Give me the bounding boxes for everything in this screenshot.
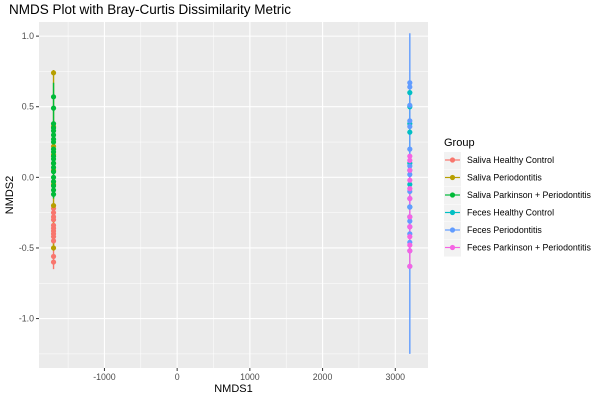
data-point — [407, 102, 413, 108]
legend-key-point — [449, 209, 456, 216]
minor-gridlines — [39, 22, 428, 368]
legend-label: Feces Healthy Control — [467, 208, 554, 218]
data-point — [407, 84, 413, 90]
legend-key-point — [449, 192, 456, 198]
data-point — [407, 263, 413, 269]
data-point — [50, 245, 57, 251]
x-tick-label: 2000 — [313, 372, 333, 382]
data-points — [50, 70, 413, 269]
data-point — [407, 181, 413, 188]
x-tick-label: 1000 — [240, 372, 260, 382]
data-point — [407, 218, 413, 224]
data-point — [407, 146, 413, 152]
data-point — [50, 121, 57, 127]
legend: Group Saliva Healthy Control Saliva Perio… — [444, 137, 592, 257]
data-point — [50, 187, 57, 193]
data-point — [407, 242, 413, 248]
data-point — [50, 210, 57, 216]
data-point — [407, 153, 413, 159]
data-point — [407, 163, 413, 169]
data-point — [407, 90, 413, 96]
data-point — [50, 160, 57, 166]
data-point — [50, 132, 57, 138]
data-point — [407, 171, 413, 178]
y-axis-ticks: -1.0 -0.5 0.0 0.5 1.0 — [19, 31, 39, 324]
data-point — [407, 80, 413, 86]
major-gridlines — [39, 22, 428, 368]
data-point — [407, 186, 413, 192]
data-point — [50, 156, 57, 162]
data-point — [50, 253, 57, 260]
data-point — [50, 202, 57, 209]
x-axis-ticks: -1000 0 1000 2000 3000 — [93, 368, 405, 382]
y-tick-label: 0.0 — [22, 172, 34, 182]
data-point — [407, 195, 413, 202]
data-point — [407, 129, 413, 135]
legend-key-point — [449, 157, 456, 163]
y-tick-label: 0.5 — [22, 102, 34, 112]
y-tick-label: 1.0 — [22, 31, 34, 41]
legend-key-point — [449, 227, 456, 233]
data-point — [50, 174, 57, 180]
x-tick-label: -1000 — [93, 372, 116, 382]
legend-key-point — [449, 244, 456, 251]
data-point — [50, 70, 57, 76]
y-tick-label: -0.5 — [19, 243, 34, 253]
data-point — [50, 183, 57, 189]
data-point — [407, 204, 413, 210]
data-point — [50, 238, 57, 244]
y-axis-label: NMDS2 — [4, 176, 16, 215]
legend-label: Saliva Parkinson + Periodontitis — [467, 190, 592, 200]
legend-title: Group — [444, 137, 475, 149]
data-point — [407, 157, 413, 163]
y-tick-label: -1.0 — [19, 314, 34, 324]
legend-label: Feces Parkinson + Periodontitis — [467, 243, 592, 253]
chart-title: NMDS Plot with Bray-Curtis Dissimilarity… — [9, 2, 291, 17]
legend-label: Saliva Periodontitis — [467, 173, 542, 183]
x-axis-label: NMDS1 — [214, 383, 253, 395]
data-point — [50, 169, 57, 175]
data-point — [407, 224, 413, 230]
data-point — [407, 177, 413, 183]
data-point — [50, 149, 57, 155]
x-tick-label: 3000 — [385, 372, 405, 382]
data-point — [407, 118, 413, 124]
plot-panel — [39, 22, 428, 368]
data-point — [50, 178, 57, 185]
legend-label: Saliva Healthy Control — [467, 155, 554, 165]
data-point — [50, 214, 57, 220]
data-point — [407, 123, 413, 130]
legend-key-point — [449, 174, 456, 181]
data-point — [50, 128, 57, 134]
data-point — [50, 105, 57, 111]
data-point — [407, 214, 413, 220]
data-point — [50, 191, 57, 197]
data-point — [50, 259, 57, 265]
data-point — [407, 248, 413, 254]
data-point — [50, 139, 57, 145]
data-point — [50, 222, 57, 228]
data-point — [407, 234, 413, 240]
data-point — [50, 164, 57, 171]
data-point — [50, 94, 57, 100]
data-point — [407, 167, 413, 173]
x-tick-label: 0 — [175, 372, 180, 382]
legend-label: Feces Periodontitis — [467, 225, 542, 235]
